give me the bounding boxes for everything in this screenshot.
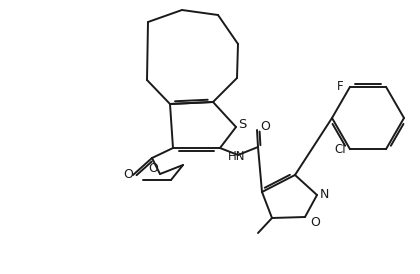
Text: O: O [148,161,158,175]
Text: S: S [238,118,246,130]
Text: O: O [123,169,133,181]
Text: F: F [337,80,344,93]
Text: HN: HN [228,150,246,164]
Text: O: O [260,121,270,133]
Text: N: N [320,189,329,201]
Text: Cl: Cl [334,143,346,156]
Text: O: O [310,215,320,229]
